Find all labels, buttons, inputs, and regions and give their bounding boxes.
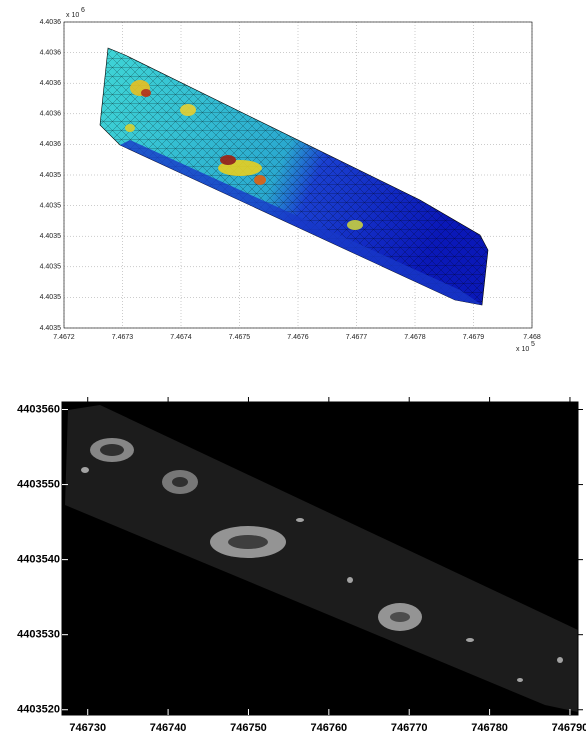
x-tick-label: 746790 [552,722,586,734]
x-tick-label: 7.468 [523,334,541,341]
y-tick-label: 4.4036 [40,49,62,56]
y-tick-label: 4403520 [17,704,60,716]
mesh-surface [100,48,488,305]
x-tick-label: 746750 [230,722,267,734]
x-tick-label: 7.4674 [170,334,192,341]
x-tick-label: 7.4673 [112,334,134,341]
x-tick-label: 746730 [69,722,106,734]
y-scale-label: x 10 [66,12,79,19]
x-tick-label: 746740 [150,722,187,734]
x-tick-label: 7.4675 [229,334,251,341]
y-tick-label: 4403550 [17,478,60,490]
y-tick-label: 4.4036 [40,19,62,26]
y-tick-label: 4.4035 [40,172,62,179]
x-tick-label: 746780 [471,722,508,734]
y-tick-label: 4.4035 [40,264,62,271]
y-tick-label: 4403560 [17,403,60,415]
y-tick-label: 4403530 [17,629,60,641]
x-tick-label: 7.4672 [53,334,75,341]
x-tick-label: 7.4677 [346,334,368,341]
y-tick-label: 4.4036 [40,80,62,87]
y-tick-label: 4.4035 [40,294,62,301]
y-tick-label: 4.4035 [40,233,62,240]
y-tick-label: 4.4035 [40,325,62,332]
x-tick-label: 746760 [310,722,347,734]
x-tick-label: 7.4676 [287,334,309,341]
y-tick-label: 4.4036 [40,141,62,148]
x-scale-exponent: 5 [531,341,535,348]
x-tick-label: 7.4679 [463,334,485,341]
y-tick-label: 4.4036 [40,111,62,118]
x-tick-label: 7.4678 [404,334,426,341]
y-tick-label: 4403540 [17,554,60,566]
x-tick-label: 746770 [391,722,428,734]
y-scale-exponent: 6 [81,7,85,14]
y-tick-label: 4.4035 [40,202,62,209]
figure: 7.4672 7.4673 7.4674 7.4675 7.4676 7.4677 7.46… [0,0,586,737]
x-scale-label: x 10 [516,346,529,353]
